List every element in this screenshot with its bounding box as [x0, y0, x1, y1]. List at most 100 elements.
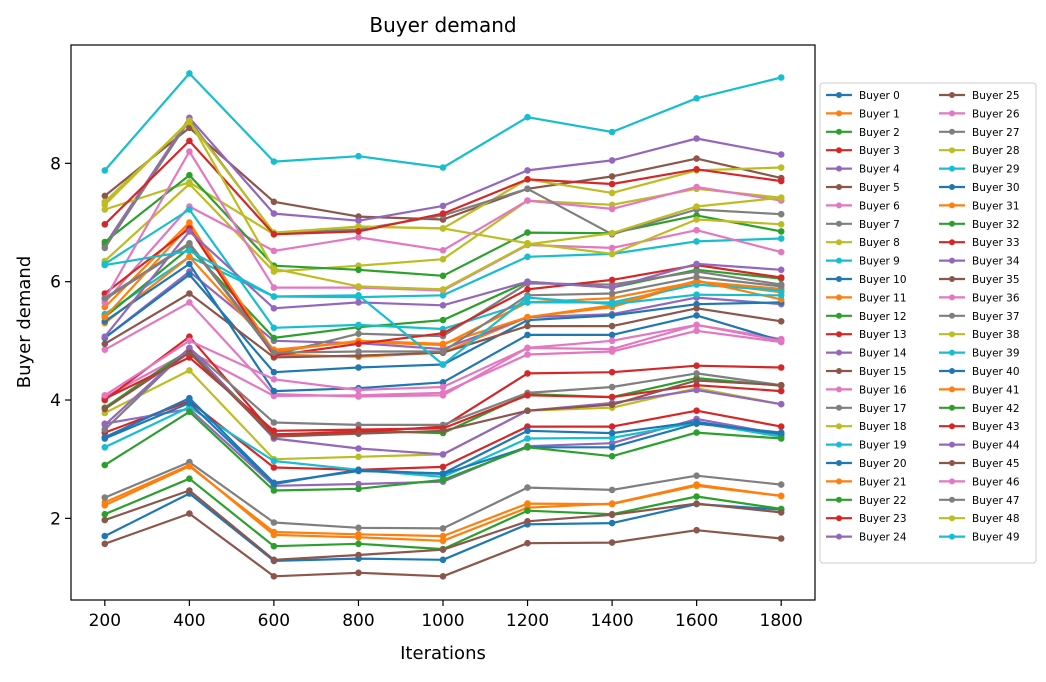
legend-swatch-marker	[949, 350, 955, 356]
legend-swatch-marker	[836, 331, 842, 337]
data-point	[693, 387, 700, 394]
data-point	[355, 348, 362, 355]
data-point	[609, 206, 616, 213]
legend-label: Buyer 21	[859, 476, 907, 488]
data-point	[355, 234, 362, 241]
data-point	[524, 435, 531, 442]
legend-swatch-marker	[949, 129, 955, 135]
data-point	[524, 332, 531, 339]
legend-swatch-marker	[836, 423, 842, 429]
data-point	[693, 291, 700, 298]
legend-label: Buyer 16	[859, 384, 907, 396]
legend-label: Buyer 39	[972, 348, 1020, 360]
legend-label: Buyer 13	[859, 329, 907, 341]
data-point	[271, 199, 278, 206]
legend-label: Buyer 14	[859, 348, 907, 360]
data-point	[102, 502, 109, 509]
data-point	[355, 283, 362, 290]
data-point	[186, 70, 193, 77]
data-point	[186, 510, 193, 517]
data-point	[440, 210, 447, 217]
y-tick-label: 4	[50, 391, 61, 411]
legend-label: Buyer 4	[859, 164, 900, 176]
data-point	[609, 346, 616, 353]
legend-swatch-marker	[836, 202, 842, 208]
legend-swatch-marker	[836, 129, 842, 135]
chart-title: Buyer demand	[369, 13, 516, 37]
data-point	[693, 261, 700, 268]
data-point	[440, 302, 447, 309]
data-point	[355, 430, 362, 437]
data-point	[271, 369, 278, 376]
legend-label: Buyer 48	[972, 513, 1020, 525]
data-point	[355, 486, 362, 493]
x-tick-label: 1800	[760, 611, 803, 631]
data-point	[524, 229, 531, 236]
data-point	[693, 328, 700, 335]
x-axis-label: Iterations	[400, 643, 486, 664]
data-point	[355, 217, 362, 224]
data-point	[102, 295, 109, 302]
legend-label: Buyer 42	[972, 403, 1020, 415]
data-point	[355, 552, 362, 559]
data-point	[609, 157, 616, 164]
legend-label: Buyer 33	[972, 237, 1020, 249]
legend-swatch-marker	[836, 313, 842, 319]
data-point	[271, 158, 278, 165]
legend-label: Buyer 24	[859, 532, 907, 544]
data-point	[693, 362, 700, 369]
legend-swatch-marker	[836, 147, 842, 153]
data-point	[524, 392, 531, 399]
data-point	[778, 292, 785, 299]
y-tick-label: 8	[50, 154, 61, 174]
data-point	[271, 519, 278, 526]
legend-swatch-marker	[949, 460, 955, 466]
data-point	[355, 467, 362, 474]
data-point	[524, 197, 531, 204]
data-point	[524, 345, 531, 352]
data-point	[778, 211, 785, 218]
data-point	[524, 253, 531, 260]
data-point	[186, 475, 193, 482]
data-point	[778, 74, 785, 81]
data-point	[440, 573, 447, 580]
data-point	[271, 529, 278, 536]
legend-label: Buyer 36	[972, 292, 1020, 304]
data-point	[778, 228, 785, 235]
legend-label: Buyer 1	[859, 108, 900, 120]
data-point	[693, 305, 700, 312]
data-point	[693, 312, 700, 319]
data-point	[440, 525, 447, 532]
data-point	[355, 322, 362, 329]
legend-swatch-marker	[949, 534, 955, 540]
data-point	[186, 248, 193, 255]
legend-swatch-marker	[949, 313, 955, 319]
y-tick-label: 2	[50, 509, 61, 529]
data-point	[609, 453, 616, 460]
data-point	[102, 314, 109, 321]
legend-label: Buyer 31	[972, 200, 1020, 212]
legend-label: Buyer 12	[859, 311, 907, 323]
data-point	[440, 464, 447, 471]
legend-label: Buyer 44	[972, 440, 1020, 452]
legend-swatch-marker	[836, 350, 842, 356]
legend-swatch-marker	[949, 368, 955, 374]
data-point	[271, 433, 278, 440]
legend-swatch-marker	[949, 405, 955, 411]
data-point	[271, 284, 278, 291]
data-point	[778, 429, 785, 436]
legend-swatch-marker	[949, 478, 955, 484]
x-tick-label: 1000	[421, 611, 464, 631]
legend-label: Buyer 17	[859, 403, 907, 415]
data-point	[609, 284, 616, 291]
data-point	[609, 245, 616, 252]
data-point	[440, 392, 447, 399]
data-point	[693, 203, 700, 210]
data-point	[440, 247, 447, 254]
data-point	[186, 299, 193, 306]
data-point	[693, 493, 700, 500]
legend-label: Buyer 45	[972, 458, 1020, 470]
data-point	[524, 518, 531, 525]
data-point	[609, 332, 616, 339]
data-point	[440, 225, 447, 232]
